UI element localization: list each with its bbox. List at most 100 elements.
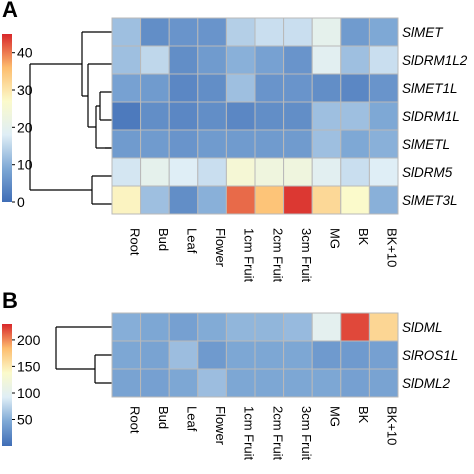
heatmap-cell-a-4-0 — [111, 129, 142, 159]
heatmap-cell-a-1-1 — [140, 45, 170, 75]
heatmap-cell-a-3-4 — [225, 101, 256, 131]
dendro-a-branch-1 — [99, 91, 112, 121]
row-dendrogram-b — [55, 326, 112, 384]
dendro-a-branch-2 — [105, 147, 112, 149]
row-label-slmetl: SlMETL — [402, 137, 450, 152]
column-label-flower: Flower — [213, 228, 228, 268]
heatmap-a-row-labels: SlMET SlDRM1L2 SlMET1L SlDRM1L SlMETL SlDRM5 S… — [402, 25, 468, 208]
heatmap-cell-a-1-6 — [283, 45, 313, 75]
heatmap-cell-a-2-3 — [197, 73, 227, 103]
colorbar-b-ticks: 50 100 150 200 — [12, 332, 41, 428]
column-label-mg: MG — [328, 406, 343, 427]
heatmap-cell-b-1-8 — [340, 340, 370, 370]
row-label-sldrm5: SlDRM5 — [402, 165, 453, 180]
colorbar-b-gradient — [2, 324, 12, 446]
row-label-slmet3l: SlMET3L — [402, 193, 458, 208]
heatmap-cell-a-3-3 — [197, 101, 227, 131]
heatmap-cell-a-5-2 — [168, 157, 199, 187]
column-label-bk-10: BK+10 — [385, 406, 400, 445]
heatmap-cell-b-1-4 — [225, 340, 256, 370]
column-label-bud: Bud — [156, 406, 171, 429]
panel-label-a: A — [2, 0, 18, 22]
column-label-bk-10: BK+10 — [385, 228, 400, 267]
column-label-1cm-fruit: 1cm Fruit — [242, 406, 257, 461]
heatmap-cell-a-4-6 — [283, 129, 313, 159]
dendro-a-branch-5 — [91, 175, 112, 205]
colorbar-tick-label: 50 — [17, 412, 33, 428]
heatmap-cell-a-5-7 — [311, 157, 342, 187]
heatmap-cell-b-2-1 — [140, 368, 170, 398]
heatmap-cell-b-1-9 — [368, 340, 399, 370]
heatmap-cell-b-2-7 — [311, 368, 342, 398]
heatmap-cell-a-2-6 — [283, 73, 313, 103]
column-label-bk: BK — [356, 228, 371, 246]
dendro-b-branch-2 — [55, 326, 112, 370]
heatmap-cell-b-1-2 — [168, 340, 199, 370]
heatmap-cell-a-2-1 — [140, 73, 170, 103]
heatmap-cell-a-2-8 — [340, 73, 370, 103]
heatmap-cell-b-0-7 — [311, 312, 342, 342]
dendro-a-branch-6 — [29, 63, 92, 191]
column-label-3cm-fruit: 3cm Fruit — [299, 228, 314, 283]
heatmap-cell-b-0-1 — [140, 312, 170, 342]
heatmap-cell-a-0-4 — [225, 17, 256, 47]
colorbar-a: 0 10 20 30 40 — [2, 34, 33, 210]
heatmap-cell-a-6-4 — [225, 185, 256, 215]
heatmap-cell-b-2-5 — [254, 368, 285, 398]
heatmap-cell-a-3-9 — [368, 101, 399, 131]
heatmap-cell-a-4-1 — [140, 129, 170, 159]
heatmap-cell-a-4-8 — [340, 129, 370, 159]
colorbar-tick-label: 30 — [17, 82, 33, 98]
heatmap-cell-a-0-1 — [140, 17, 170, 47]
column-label-3cm-fruit: 3cm Fruit — [299, 406, 314, 461]
heatmap-a-column-labels: Root Bud Leaf Flower 1cm Fruit 2cm Fruit 3cm F… — [127, 228, 399, 283]
heatmap-cell-b-2-2 — [168, 368, 199, 398]
heatmap-cell-a-4-2 — [168, 129, 199, 159]
heatmap-cell-a-2-4 — [225, 73, 256, 103]
heatmap-cell-a-2-0 — [111, 73, 142, 103]
heatmap-cell-a-5-3 — [197, 157, 227, 187]
heatmap-cell-a-3-1 — [140, 101, 170, 131]
column-label-root: Root — [127, 228, 142, 256]
column-label-2cm-fruit: 2cm Fruit — [270, 228, 285, 283]
heatmap-cell-a-6-9 — [368, 185, 399, 215]
heatmap-cell-a-6-6 — [283, 185, 313, 215]
panel-label-b: B — [2, 288, 18, 313]
heatmap-cell-a-5-6 — [283, 157, 313, 187]
colorbar-b: 50 100 150 200 — [2, 324, 41, 446]
heatmap-cell-a-4-7 — [311, 129, 342, 159]
heatmap-b-column-labels: Root Bud Leaf Flower 1cm Fruit 2cm Fruit 3cm F… — [127, 406, 399, 461]
column-label-mg: MG — [328, 228, 343, 249]
heatmap-cell-a-3-7 — [311, 101, 342, 131]
heatmap-cell-a-1-9 — [368, 45, 399, 75]
heatmap-cell-a-3-5 — [254, 101, 285, 131]
heatmap-cell-b-1-1 — [140, 340, 170, 370]
colorbar-a-ticks: 0 10 20 30 40 — [12, 45, 33, 210]
row-label-slmet: SlMET — [402, 25, 444, 40]
heatmap-cell-a-4-3 — [197, 129, 227, 159]
heatmap-cell-a-6-3 — [197, 185, 227, 215]
heatmap-cell-a-2-7 — [311, 73, 342, 103]
heatmap-cell-a-0-0 — [111, 17, 142, 47]
heatmap-cell-a-1-2 — [168, 45, 199, 75]
heatmap-cell-a-3-6 — [283, 101, 313, 131]
heatmap-cell-b-0-9 — [368, 312, 399, 342]
heatmap-cell-a-3-8 — [340, 101, 370, 131]
heatmap-cell-a-6-0 — [111, 185, 142, 215]
column-label-leaf: Leaf — [185, 228, 200, 254]
heatmap-cell-a-3-0 — [111, 101, 142, 131]
heatmap-cell-b-1-7 — [311, 340, 342, 370]
row-label-sldrm1l: SlDRM1L — [402, 109, 460, 124]
heatmap-cell-a-6-8 — [340, 185, 370, 215]
heatmap-cell-a-0-7 — [311, 17, 342, 47]
heatmap-cell-a-1-8 — [340, 45, 370, 75]
heatmap-cell-b-1-0 — [111, 340, 142, 370]
heatmap-cell-b-2-0 — [111, 368, 142, 398]
heatmap-cell-b-0-2 — [168, 312, 199, 342]
heatmap-cell-a-2-5 — [254, 73, 285, 103]
heatmap-cell-b-2-4 — [225, 368, 256, 398]
heatmap-cell-a-1-4 — [225, 45, 256, 75]
column-label-bk: BK — [356, 406, 371, 424]
heatmap-cell-a-6-5 — [254, 185, 285, 215]
heatmap-cell-a-2-9 — [368, 73, 399, 103]
